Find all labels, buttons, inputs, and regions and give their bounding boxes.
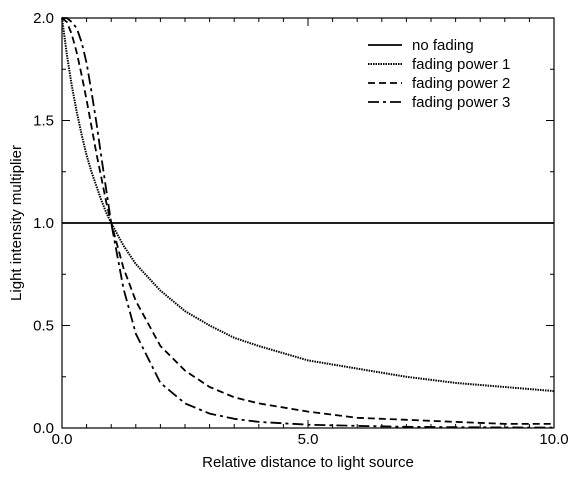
y-tick-label: 2.0 bbox=[33, 10, 54, 27]
x-tick-label: 10.0 bbox=[539, 431, 568, 448]
y-tick-label: 0.0 bbox=[33, 420, 54, 437]
legend-label: no fading bbox=[412, 37, 474, 54]
y-axis-label: Light intensity multiplier bbox=[8, 145, 25, 301]
x-tick-label: 5.0 bbox=[298, 431, 319, 448]
y-tick-label: 1.0 bbox=[33, 215, 54, 232]
y-tick-label: 0.5 bbox=[33, 318, 54, 335]
legend-label: fading power 2 bbox=[412, 75, 510, 92]
series-line-fading-power-3 bbox=[62, 17, 555, 429]
y-tick-labels: 0.0 0.5 1.0 1.5 2.0 bbox=[33, 10, 54, 437]
x-tick-label: 0.0 bbox=[52, 431, 73, 448]
y-tick-label: 1.5 bbox=[33, 113, 54, 130]
legend-label: fading power 3 bbox=[412, 94, 510, 111]
x-axis-label: Relative distance to light source bbox=[202, 454, 414, 471]
legend-label: fading power 1 bbox=[412, 56, 510, 73]
series-lines bbox=[61, 17, 555, 429]
legend: no fading fading power 1 fading power 2 fad… bbox=[368, 37, 510, 111]
x-tick-labels: 0.0 5.0 10.0 bbox=[52, 431, 569, 448]
series-line-fading-power-2 bbox=[61, 17, 554, 425]
series-line-fading-power-1 bbox=[61, 17, 555, 393]
